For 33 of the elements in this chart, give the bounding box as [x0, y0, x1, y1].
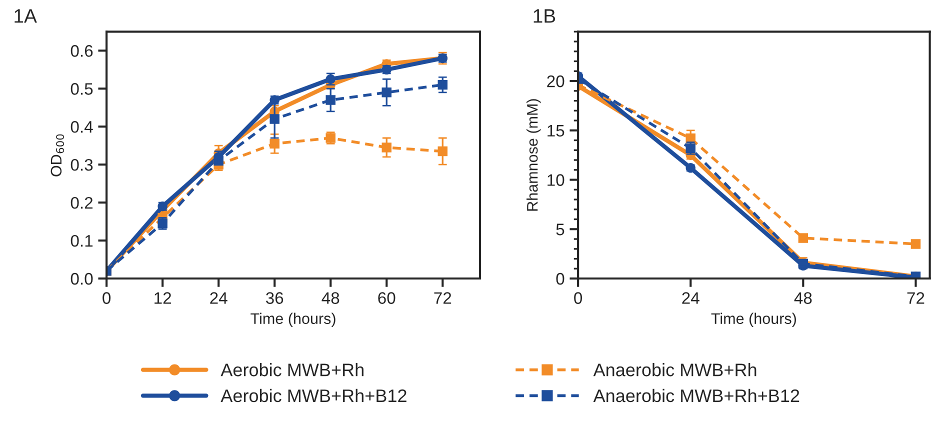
x-axis-title: Time (hours): [250, 312, 336, 328]
y-tick-label: 10: [548, 174, 564, 186]
chart-title: 1B: [534, 9, 556, 23]
x-tick-label: 0: [102, 292, 111, 304]
y-tick-label: 5: [556, 224, 564, 236]
y-axis-title: OD$_{600}$: [50, 134, 64, 176]
y-axis-title: Rhamnose (mM): [526, 99, 541, 211]
legend-label: Anaerobic MWB+Rh+B12: [593, 388, 800, 402]
y-tick-label: 0.4: [70, 121, 93, 133]
x-tick-label: 0: [574, 292, 582, 304]
x-axis-title: Time (hours): [711, 312, 796, 328]
y-tick-label: 0.3: [70, 158, 93, 171]
chart-title: 1A: [14, 9, 37, 23]
y-tick-label: 15: [548, 124, 564, 137]
x-tick-label: 24: [682, 292, 700, 304]
x-tick-label: 72: [434, 292, 452, 304]
legend-label: Aerobic MWB+Rh: [220, 363, 364, 376]
x-tick-label: 48: [322, 292, 340, 304]
y-tick-label: 0.0: [70, 272, 93, 285]
legend-label: Anaerobic MWB+Rh: [593, 363, 756, 376]
x-tick-label: 48: [794, 292, 812, 304]
x-tick-label: 12: [154, 292, 172, 304]
x-tick-label: 72: [907, 292, 924, 304]
y-tick-label: 0.5: [70, 83, 93, 95]
y-tick-label: 0: [556, 272, 564, 285]
y-tick-label: 0.6: [70, 45, 93, 57]
x-tick-label: 60: [378, 292, 396, 304]
y-tick-label: 20: [547, 75, 564, 88]
x-tick-label: 24: [210, 292, 228, 304]
legend-label: Aerobic MWB+Rh+B12: [220, 388, 406, 402]
x-tick-label: 36: [266, 292, 284, 304]
y-tick-label: 0.2: [70, 196, 93, 209]
y-tick-label: 0.1: [70, 234, 93, 247]
